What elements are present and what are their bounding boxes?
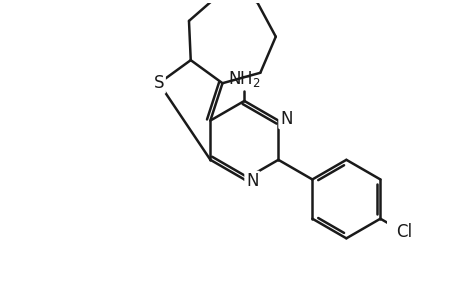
Text: N: N (246, 172, 258, 190)
Text: N: N (280, 110, 292, 128)
Text: Cl: Cl (395, 224, 411, 242)
Text: NH$_2$: NH$_2$ (228, 69, 260, 89)
Text: S: S (153, 74, 164, 92)
